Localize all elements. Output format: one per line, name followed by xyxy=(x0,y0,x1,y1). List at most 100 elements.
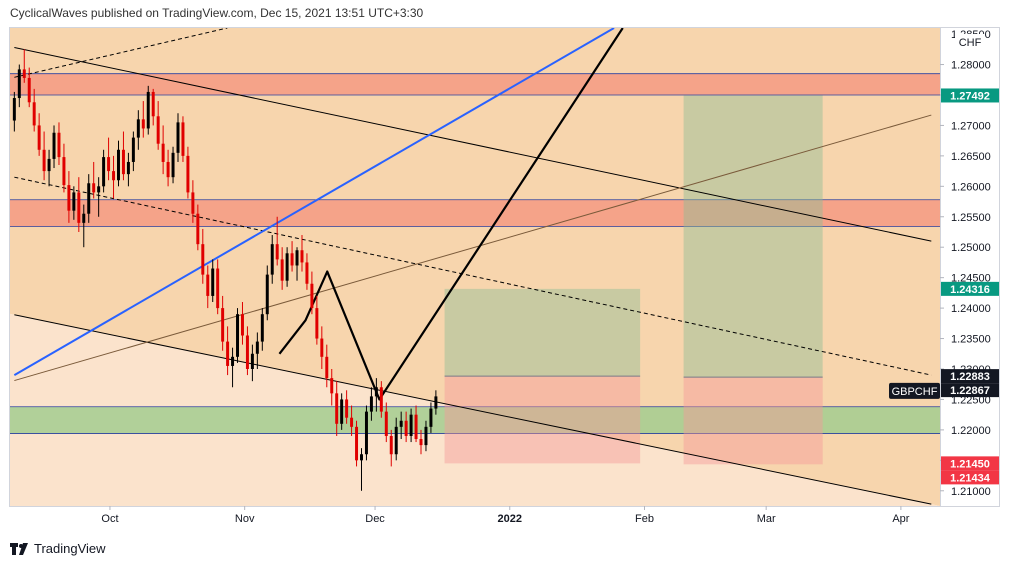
candle-body xyxy=(236,314,240,357)
candle-body xyxy=(97,186,101,193)
price-tick-label: 1.26000 xyxy=(951,181,991,193)
candle-body xyxy=(17,69,21,99)
price-tick-label: 1.25500 xyxy=(951,212,991,224)
candle-body xyxy=(320,338,324,357)
candle-body xyxy=(255,341,259,354)
position-target-area xyxy=(444,288,641,377)
candle-body xyxy=(112,171,116,181)
candle-body xyxy=(181,122,185,156)
candle-body xyxy=(146,91,150,129)
candle-body xyxy=(196,213,200,245)
candle-body xyxy=(245,335,249,369)
currency-label-box xyxy=(955,34,985,49)
candle-body xyxy=(345,399,349,418)
symbol-label[interactable]: GBPCHF xyxy=(889,382,940,399)
candle-body xyxy=(82,213,86,223)
price-tick-label: 1.28000 xyxy=(951,60,991,72)
candle-body xyxy=(300,250,304,263)
candle-body xyxy=(201,244,205,275)
candle-body xyxy=(176,122,180,153)
candle-body xyxy=(102,157,106,187)
candle-body xyxy=(131,137,135,162)
candle-body xyxy=(117,149,120,181)
candle-body xyxy=(360,454,363,461)
candle-body xyxy=(305,262,309,284)
candle-body xyxy=(47,158,51,172)
candle-body xyxy=(166,161,170,178)
candle-body xyxy=(280,259,284,281)
candle-body xyxy=(191,192,195,214)
price-tick-label: 1.26500 xyxy=(951,151,991,163)
zone-demand xyxy=(10,406,940,434)
price-tick-label: 1.24500 xyxy=(951,273,991,285)
price-tick-label: 1.23500 xyxy=(951,334,991,346)
price-tick-label: 1.25000 xyxy=(951,242,991,254)
trendline xyxy=(13,28,615,376)
candle-body xyxy=(275,244,279,260)
candle-body xyxy=(77,192,81,223)
candles-layer xyxy=(12,49,438,491)
footer-branding: TradingView xyxy=(10,541,106,556)
candle-body xyxy=(87,183,91,214)
candle-body xyxy=(429,408,433,427)
candle-body xyxy=(310,283,314,309)
candle-body xyxy=(136,119,140,138)
symbol-label-box xyxy=(889,382,940,399)
candle-body xyxy=(37,125,41,150)
time-tick-label: Dec xyxy=(365,513,385,525)
candle-body xyxy=(369,396,373,412)
price-label-box xyxy=(941,369,999,384)
candle-body xyxy=(27,77,31,103)
candle-body xyxy=(42,149,46,172)
footer-brand-text: TradingView xyxy=(34,541,106,556)
candle-body xyxy=(72,192,76,211)
candle-body xyxy=(414,414,418,440)
time-tick-label: Apr xyxy=(892,513,909,525)
dashed-trendline xyxy=(14,176,932,376)
upper-background-region xyxy=(10,28,940,506)
time-tick-label: 2022 xyxy=(498,513,522,525)
time-tick-label: Feb xyxy=(635,513,654,525)
time-axis[interactable]: Oct Nov Dec 2022 Feb Mar Apr xyxy=(101,506,910,525)
candle-body xyxy=(325,356,329,379)
candle-body xyxy=(394,426,398,455)
position-stop-area xyxy=(444,376,641,464)
candle-body xyxy=(231,356,235,366)
price-label-text: 1.27492 xyxy=(950,90,990,102)
positions-layer xyxy=(444,95,823,465)
price-label-box xyxy=(941,281,999,296)
candle-body xyxy=(151,91,155,117)
candle-body xyxy=(22,69,26,78)
price-label-text: 1.21434 xyxy=(950,472,991,484)
candle-body xyxy=(121,149,125,175)
candle-body xyxy=(12,98,16,121)
candle-body xyxy=(161,143,165,162)
candle-body xyxy=(156,116,160,144)
symbol-label-text: GBPCHF xyxy=(892,386,938,398)
price-label-box xyxy=(941,470,999,485)
price-label-text: 1.24316 xyxy=(950,284,990,296)
candle-body xyxy=(295,250,299,266)
candle-body xyxy=(335,393,339,424)
currency-label: CHF xyxy=(959,37,982,49)
candle-body xyxy=(32,102,36,126)
plot-area[interactable] xyxy=(10,28,940,506)
candle-body xyxy=(350,417,354,427)
candle-body xyxy=(240,314,244,336)
candle-body xyxy=(52,132,56,159)
candle-body xyxy=(62,157,66,186)
price-tick-label: 1.22500 xyxy=(951,394,991,406)
candle-body xyxy=(355,426,359,461)
position-target-area xyxy=(683,95,823,378)
candle-body xyxy=(141,119,145,129)
price-tick-label: 1.27000 xyxy=(951,120,991,132)
candle-body xyxy=(374,387,378,397)
candle-body xyxy=(57,132,61,158)
candle-body xyxy=(67,185,71,211)
candle-body xyxy=(424,426,428,446)
candle-body xyxy=(409,414,413,436)
candle-body xyxy=(419,439,423,446)
position-stop-area xyxy=(683,377,823,465)
candle-body xyxy=(330,378,334,394)
